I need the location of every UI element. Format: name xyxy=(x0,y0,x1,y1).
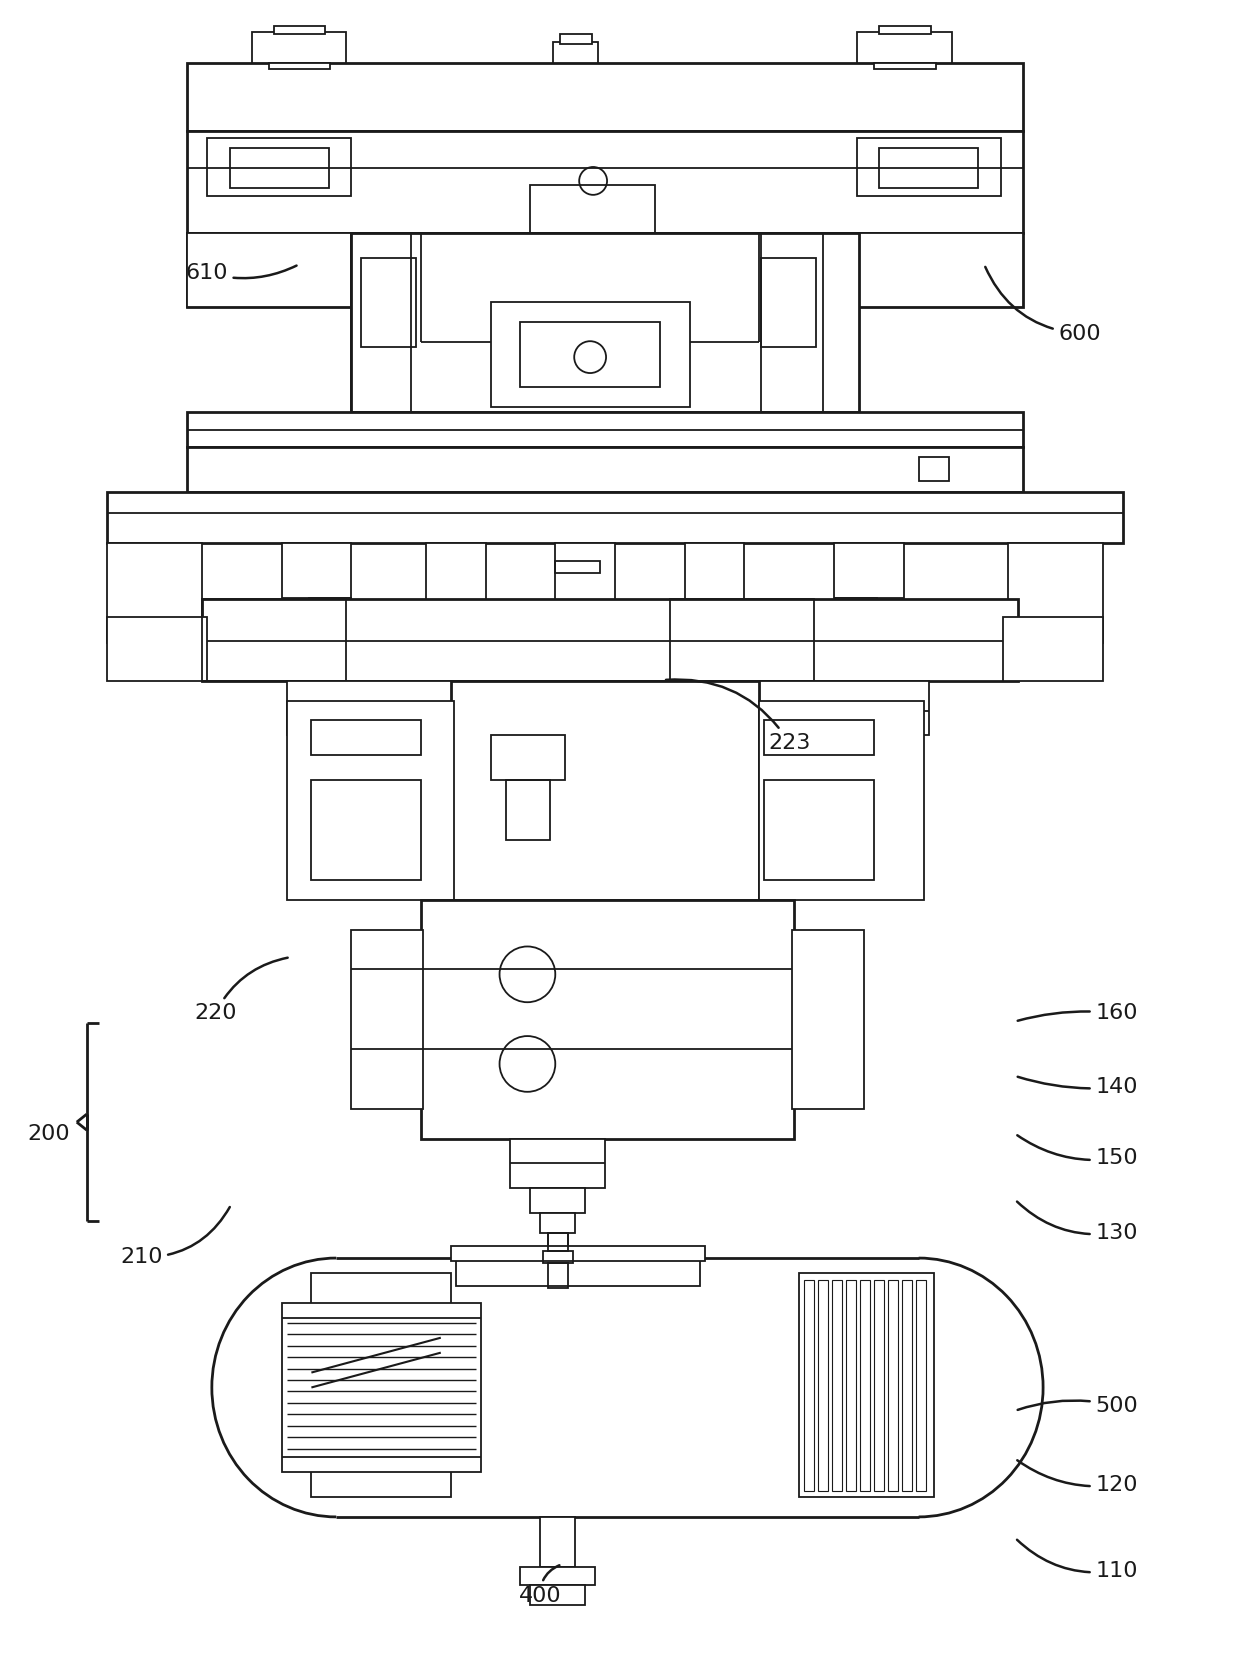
Bar xyxy=(548,1233,568,1251)
Text: 610: 610 xyxy=(186,262,296,283)
Text: 110: 110 xyxy=(1017,1539,1138,1581)
Text: 210: 210 xyxy=(120,1206,229,1268)
Bar xyxy=(1008,543,1102,643)
Bar xyxy=(874,63,935,70)
Bar xyxy=(761,232,823,413)
Bar xyxy=(531,186,655,232)
Text: 130: 130 xyxy=(1017,1201,1138,1243)
Bar xyxy=(311,721,420,756)
Bar xyxy=(361,257,415,348)
Text: 120: 120 xyxy=(1017,1460,1138,1495)
Bar xyxy=(202,600,1018,681)
Bar xyxy=(281,543,351,598)
Bar xyxy=(818,1279,828,1491)
Bar xyxy=(187,232,1023,307)
Bar xyxy=(187,447,1023,492)
Bar xyxy=(274,25,325,33)
Bar xyxy=(451,681,759,900)
Bar xyxy=(456,1251,699,1286)
Bar xyxy=(553,41,598,63)
Text: 400: 400 xyxy=(518,1566,562,1606)
Bar xyxy=(556,543,615,638)
Text: 600: 600 xyxy=(986,267,1101,343)
Bar xyxy=(541,1213,575,1233)
Bar xyxy=(521,1566,595,1584)
Text: 220: 220 xyxy=(195,958,288,1024)
Bar xyxy=(187,232,351,307)
Bar xyxy=(506,780,551,840)
Bar xyxy=(846,1279,856,1491)
Bar xyxy=(684,543,744,628)
Bar xyxy=(764,780,874,880)
Bar xyxy=(857,138,1001,196)
Bar xyxy=(311,1273,451,1496)
Bar xyxy=(286,681,929,736)
Bar xyxy=(560,33,593,43)
Bar xyxy=(548,1233,568,1251)
Bar xyxy=(229,147,330,187)
Bar xyxy=(915,1279,925,1491)
Bar xyxy=(556,562,600,573)
Bar xyxy=(187,131,1023,232)
Bar xyxy=(761,257,816,348)
Bar xyxy=(310,598,351,641)
Text: 500: 500 xyxy=(1018,1395,1138,1415)
Bar xyxy=(670,600,815,681)
Bar xyxy=(187,413,1023,447)
Text: 200: 200 xyxy=(27,1123,71,1143)
Text: 160: 160 xyxy=(1018,1002,1138,1024)
Bar xyxy=(269,63,330,70)
Bar xyxy=(202,600,346,681)
Bar xyxy=(351,930,423,1109)
Bar xyxy=(874,1279,884,1491)
Bar xyxy=(888,1279,898,1491)
Bar xyxy=(879,147,978,187)
Bar xyxy=(491,736,565,780)
Bar xyxy=(531,1584,585,1604)
Bar xyxy=(351,232,859,413)
Bar xyxy=(108,543,202,643)
Bar xyxy=(491,302,689,408)
Bar xyxy=(548,1263,568,1287)
Bar xyxy=(879,25,930,33)
Bar xyxy=(541,1516,575,1566)
Bar xyxy=(857,31,951,63)
Bar xyxy=(859,232,1023,307)
Bar xyxy=(543,1251,573,1263)
Bar xyxy=(207,138,351,196)
Bar xyxy=(835,598,877,641)
Bar xyxy=(792,930,864,1109)
Bar xyxy=(1003,616,1102,681)
Bar xyxy=(108,616,207,681)
Bar xyxy=(832,1279,842,1491)
Bar xyxy=(531,1188,585,1213)
Text: 150: 150 xyxy=(1017,1135,1138,1168)
Bar xyxy=(286,701,454,900)
Bar xyxy=(187,63,1023,131)
Bar xyxy=(759,701,924,900)
Bar xyxy=(800,1273,934,1496)
Bar xyxy=(511,1138,605,1188)
Bar xyxy=(859,1279,870,1491)
Bar xyxy=(311,780,420,880)
Text: 140: 140 xyxy=(1018,1077,1138,1097)
Bar xyxy=(252,31,346,63)
Bar xyxy=(451,1246,704,1261)
Bar xyxy=(919,457,949,481)
Bar xyxy=(764,721,874,756)
Bar xyxy=(420,900,794,1138)
Bar xyxy=(901,1279,911,1491)
Bar xyxy=(425,543,486,628)
Bar xyxy=(835,543,904,598)
Bar xyxy=(521,321,660,388)
Bar xyxy=(805,1279,815,1491)
Bar xyxy=(351,232,410,413)
Text: 223: 223 xyxy=(666,679,811,752)
Bar xyxy=(281,1302,481,1471)
Bar xyxy=(108,492,1122,543)
